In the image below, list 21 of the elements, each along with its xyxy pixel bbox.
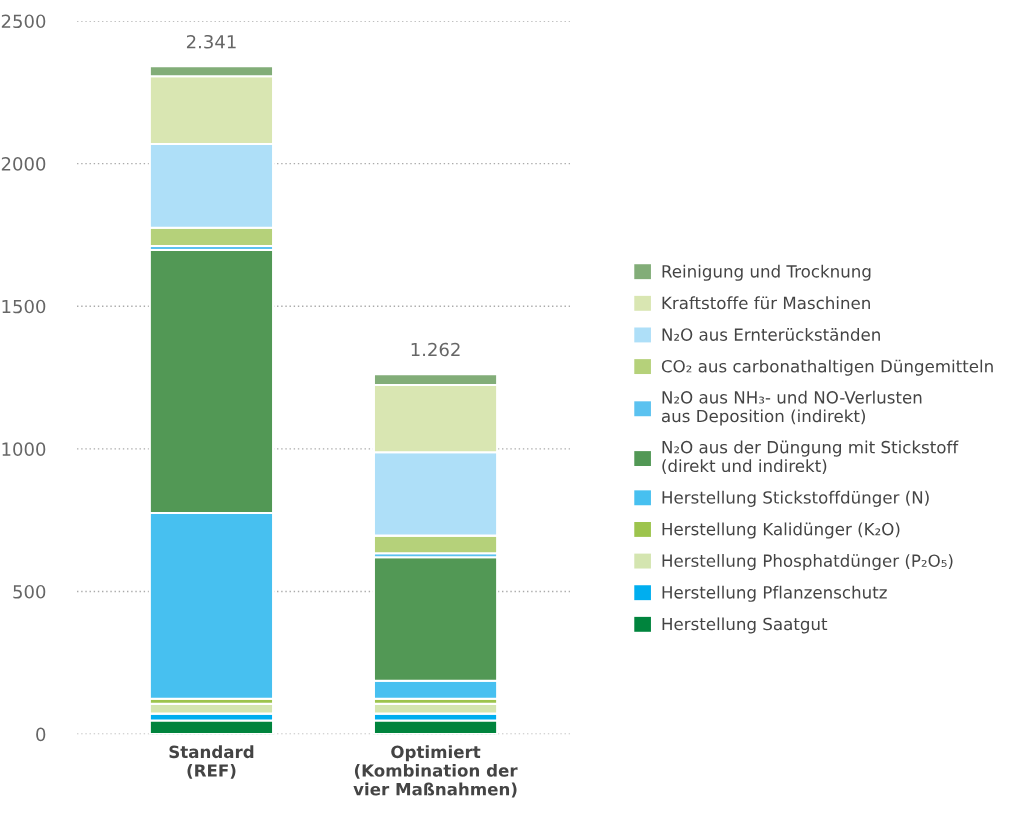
legend-label: N₂O aus der Düngung mit Stickstoff (direkt und indirekt)	[662, 440, 959, 475]
legend-label: Herstellung Kalidünger (K₂O)	[662, 522, 900, 539]
total-label: 2.341	[186, 34, 236, 49]
y-tick-label: 2000	[1, 157, 46, 171]
legend-label: Herstellung Pflanzenschutz	[662, 585, 887, 602]
y-tick-label: 1000	[2, 442, 46, 456]
legend-label: N₂O aus Ernterückständen	[662, 327, 880, 341]
legend-label: Herstellung Saatgut	[662, 617, 828, 634]
legend-label: CO₂ aus carbonathaltigen Düngemitteln	[661, 359, 993, 376]
y-tick-label: 0	[36, 727, 46, 742]
legend-label: Herstellung Stickstoffdünger (N)	[662, 490, 929, 507]
x-tick-label: Standard (REF)	[169, 745, 254, 779]
total-label: 1.262	[411, 342, 460, 357]
legend-label: N₂O aus NH₃- und NO-Verlusten aus Deposition (indirekt)	[661, 390, 922, 426]
x-tick-label: Optimiert (Kombination der vier Maßnahmen)	[353, 745, 518, 798]
y-tick-label: 2500	[1, 14, 46, 29]
y-tick-label: 500	[13, 584, 46, 599]
legend-label: Reinigung und Trocknung	[662, 264, 871, 281]
legend-label: Kraftstoffe für Maschinen	[662, 296, 870, 310]
y-tick-label: 1500	[2, 299, 46, 314]
legend-label: Herstellung Phosphatdünger (P₂O₅)	[662, 554, 953, 571]
